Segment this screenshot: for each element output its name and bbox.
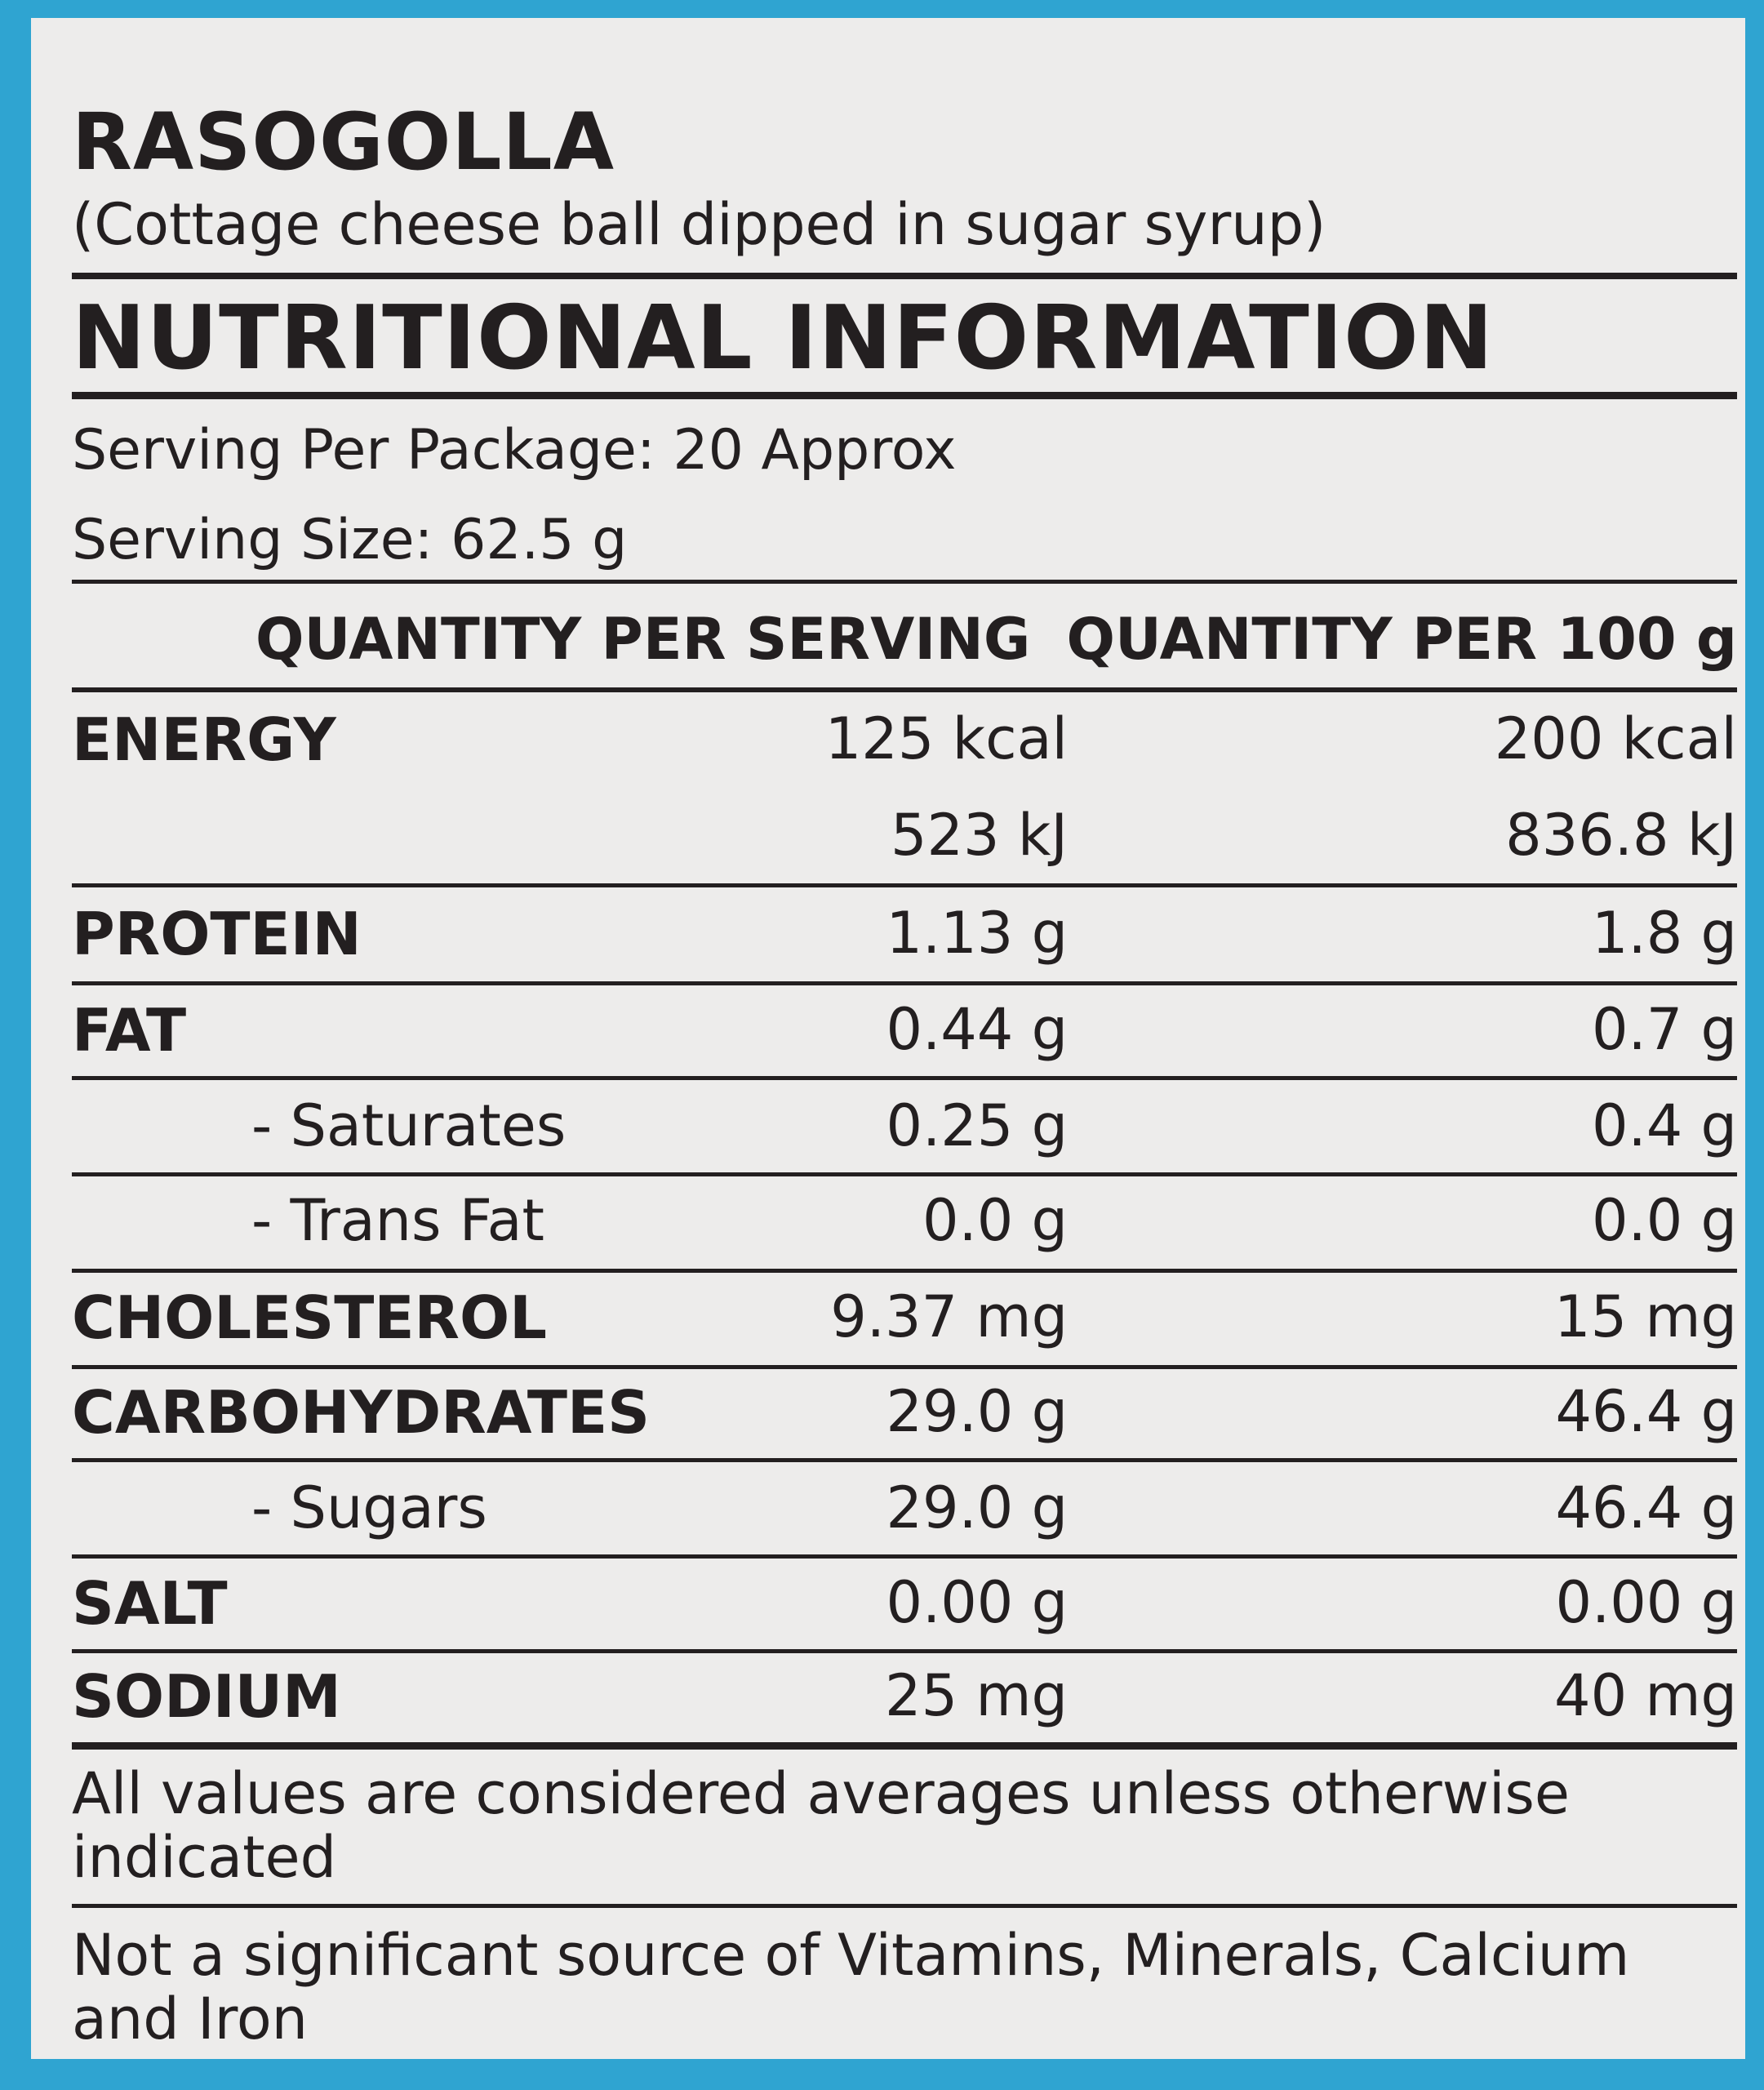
value-per-100g: 0.7 g: [1591, 996, 1737, 1063]
value-per-serving: 523 kJ: [890, 802, 1068, 869]
product-title: RASOGOLLA: [72, 96, 615, 188]
label-content: RASOGOLLA (Cottage cheese ball dipped in…: [72, 18, 1737, 2059]
column-header-per-100g: QUANTITY PER 100 g: [1066, 606, 1737, 673]
product-subtitle: (Cottage cheese ball dipped in sugar syr…: [72, 191, 1326, 258]
divider: [72, 981, 1737, 985]
divider: [72, 1458, 1737, 1462]
table-row-cholesterol: CHOLESTEROL 9.37 mg 15 mg: [72, 1275, 1737, 1365]
serving-size: Serving Size: 62.5 g: [72, 508, 628, 572]
table-row-saturates: - Saturates 0.25 g 0.4 g: [72, 1084, 1737, 1174]
divider: [72, 580, 1737, 584]
value-per-serving: 1.13 g: [886, 900, 1068, 967]
row-label: - Saturates: [251, 1092, 567, 1159]
row-label: - Trans Fat: [251, 1187, 544, 1254]
table-row-carbohydrates: CARBOHYDRATES 29.0 g 46.4 g: [72, 1370, 1737, 1460]
row-label: SALT: [72, 1569, 228, 1638]
row-label: CARBOHYDRATES: [72, 1378, 650, 1447]
value-per-serving: 0.44 g: [886, 996, 1068, 1063]
serving-per-package: Serving Per Package: 20 Approx: [72, 418, 957, 482]
value-per-serving: 9.37 mg: [830, 1283, 1068, 1350]
value-per-100g: 836.8 kJ: [1505, 802, 1737, 869]
table-row-energy-kcal: ENERGY 125 kcal 200 kcal: [72, 697, 1737, 787]
value-per-serving: 0.0 g: [922, 1187, 1068, 1254]
row-label: - Sugars: [251, 1474, 487, 1541]
row-label: CHOLESTEROL: [72, 1283, 548, 1352]
note-sources: Not a significant source of Vitamins, Mi…: [72, 1922, 1630, 2052]
value-per-100g: 0.00 g: [1555, 1569, 1737, 1636]
table-row-energy-kj: 523 kJ 836.8 kJ: [72, 794, 1737, 883]
column-header-per-serving: QUANTITY PER SERVING: [255, 606, 1031, 673]
divider: [72, 1365, 1737, 1369]
value-per-serving: 125 kcal: [824, 705, 1068, 772]
divider: [72, 1649, 1737, 1653]
value-per-serving: 25 mg: [885, 1662, 1068, 1729]
table-row-sodium: SODIUM 25 mg 40 mg: [72, 1654, 1737, 1744]
value-per-100g: 0.4 g: [1591, 1092, 1737, 1159]
row-label: SODIUM: [72, 1662, 341, 1731]
divider: [72, 1076, 1737, 1080]
row-label: ENERGY: [72, 705, 336, 774]
value-per-100g: 15 mg: [1554, 1283, 1737, 1350]
divider: [72, 1269, 1737, 1273]
value-per-100g: 46.4 g: [1555, 1378, 1737, 1445]
table-row-trans-fat: - Trans Fat 0.0 g 0.0 g: [72, 1179, 1737, 1269]
table-row-fat: FAT 0.44 g 0.7 g: [72, 988, 1737, 1078]
divider: [72, 392, 1737, 399]
value-per-serving: 29.0 g: [886, 1474, 1068, 1541]
divider: [72, 1554, 1737, 1559]
note-averages: All values are considered averages unles…: [72, 1760, 1570, 1891]
value-per-serving: 29.0 g: [886, 1378, 1068, 1445]
table-row-sugars: - Sugars 29.0 g 46.4 g: [72, 1466, 1737, 1556]
value-per-100g: 1.8 g: [1591, 900, 1737, 967]
divider: [72, 687, 1737, 692]
table-row-salt: SALT 0.00 g 0.00 g: [72, 1561, 1737, 1651]
divider: [72, 1904, 1737, 1908]
row-label: FAT: [72, 996, 187, 1065]
divider: [72, 883, 1737, 887]
value-per-serving: 0.25 g: [886, 1092, 1068, 1159]
divider: [72, 1742, 1737, 1750]
divider: [72, 1172, 1737, 1176]
nutrition-label-panel: RASOGOLLA (Cottage cheese ball dipped in…: [31, 18, 1745, 2059]
divider: [72, 273, 1737, 279]
value-per-100g: 40 mg: [1554, 1662, 1737, 1729]
value-per-serving: 0.00 g: [886, 1569, 1068, 1636]
nutrition-heading: NUTRITIONAL INFORMATION: [72, 287, 1495, 389]
row-label: PROTEIN: [72, 900, 362, 968]
value-per-100g: 200 kcal: [1494, 705, 1737, 772]
value-per-100g: 46.4 g: [1555, 1474, 1737, 1541]
table-row-protein: PROTEIN 1.13 g 1.8 g: [72, 892, 1737, 981]
value-per-100g: 0.0 g: [1591, 1187, 1737, 1254]
